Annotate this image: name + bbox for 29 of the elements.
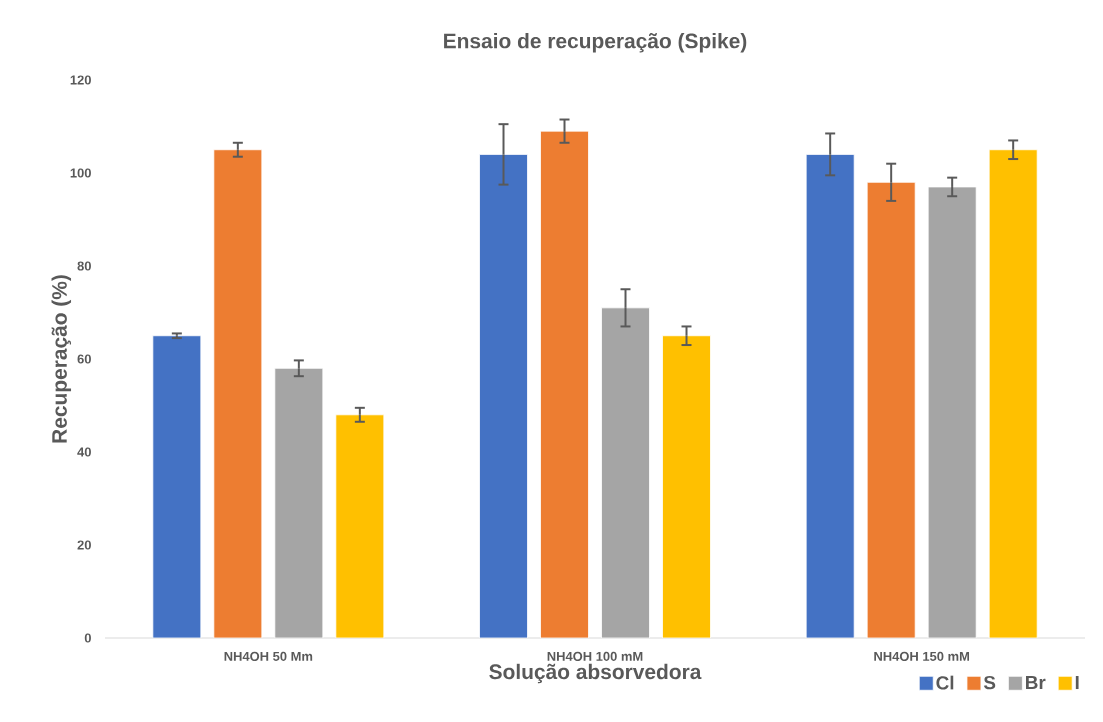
y-tick-label: 20: [77, 540, 91, 550]
bar: [927, 186, 977, 638]
x-tick-label: NH4OH 150 mM: [874, 651, 970, 661]
bar: [805, 153, 855, 638]
x-tick-label: NH4OH 100 mM: [547, 651, 643, 661]
y-tick-label: 40: [77, 447, 91, 457]
y-tick-label: 80: [77, 261, 91, 271]
y-tick-label: 120: [70, 75, 91, 85]
bar: [274, 367, 324, 638]
bar: [213, 149, 263, 638]
bar: [479, 153, 528, 638]
chart-title: Ensaio de recuperação (Spike): [444, 33, 747, 53]
bar: [662, 335, 711, 638]
bar: [866, 181, 916, 638]
bar: [988, 149, 1038, 638]
y-tick-label: 0: [84, 633, 91, 643]
y-tick-label: 60: [77, 354, 91, 364]
bar: [601, 307, 650, 638]
x-tick-label: NH4OH 50 Mm: [224, 651, 313, 661]
bar: [152, 335, 202, 638]
y-axis-title: Recuperação (%): [51, 275, 72, 443]
legend-label: Br: [1026, 676, 1046, 690]
legend-label: I: [1075, 676, 1079, 690]
bar: [540, 130, 589, 638]
bar: [335, 414, 385, 638]
legend-label: Cl: [936, 675, 954, 690]
legend-label: S: [983, 675, 996, 690]
y-tick-label: 100: [70, 168, 91, 178]
x-axis-title: Solução absorvedora: [489, 663, 702, 684]
